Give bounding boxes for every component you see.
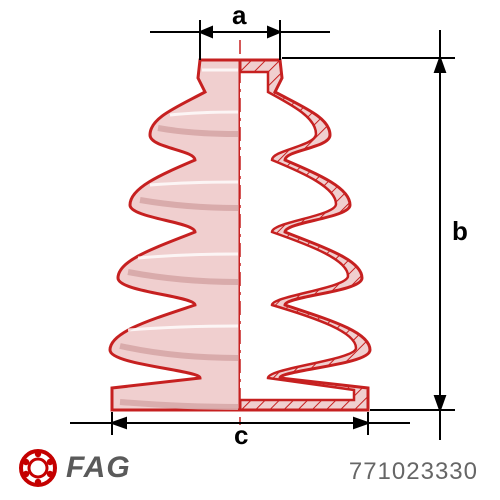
brand-logo: FAG: [18, 448, 131, 488]
fag-bearing-icon: [18, 448, 58, 488]
diagram-stage: a b c FAG 771023330: [0, 0, 500, 500]
label-b: b: [452, 216, 468, 246]
dimension-b: [282, 30, 455, 440]
brand-name: FAG: [66, 451, 131, 485]
label-c: c: [234, 420, 248, 450]
label-a: a: [232, 0, 247, 30]
part-number: 771023330: [349, 458, 478, 486]
boot-diagram: a b c: [0, 0, 500, 500]
